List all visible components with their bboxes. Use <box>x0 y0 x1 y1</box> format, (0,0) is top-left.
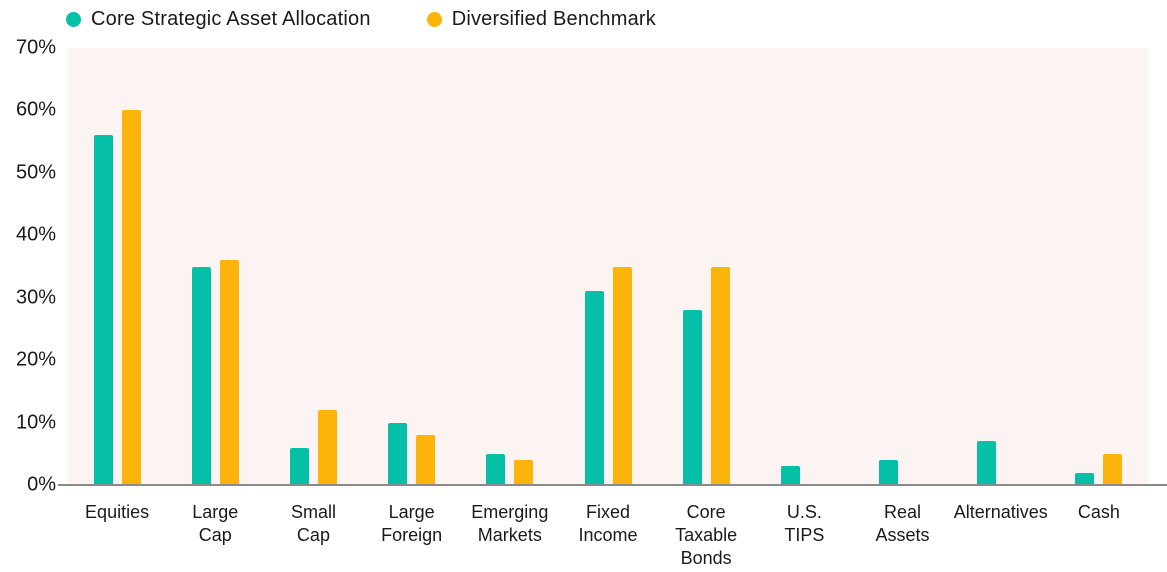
y-tick-label: 20% <box>15 348 56 371</box>
bar-core-strategic-core-taxable-bonds <box>682 310 702 485</box>
bar-core-strategic-cash <box>1075 472 1095 485</box>
legend-dot-icon-core-strategic <box>66 11 81 27</box>
y-tick-label: 30% <box>15 286 56 309</box>
x-axis-label-u-s-tips: U.S. TIPS <box>784 502 825 545</box>
bar-core-strategic-fixed-income <box>584 291 604 485</box>
x-axis-label-core-taxable-bonds: Core Taxable Bonds <box>675 502 738 568</box>
x-axis-label-emerging-markets: Emerging Markets <box>471 502 549 545</box>
x-axis-label-large-cap: Large Cap <box>192 502 239 545</box>
y-tick-label: 50% <box>15 161 56 184</box>
y-tick-label: 60% <box>15 98 56 121</box>
y-tick-label: 0% <box>27 473 56 496</box>
legend-label-diversified-benchmark: Diversified Benchmark <box>451 7 656 30</box>
bar-core-strategic-emerging-markets <box>486 453 506 485</box>
bar-benchmark-large-cap <box>219 260 239 485</box>
bar-benchmark-small-cap <box>317 410 337 485</box>
legend-item-diversified-benchmark: Diversified Benchmark <box>426 7 656 31</box>
plot-area <box>68 48 1148 485</box>
bar-benchmark-equities <box>121 110 141 485</box>
bar-benchmark-cash <box>1103 453 1123 485</box>
legend-item-core-strategic: Core Strategic Asset Allocation <box>66 8 371 31</box>
chart-legend: Core Strategic Asset Allocation Diversif… <box>66 5 656 33</box>
x-axis-label-real-assets: Real Assets <box>875 502 930 545</box>
bar-core-strategic-real-assets <box>879 460 899 485</box>
y-tick-label: 70% <box>15 36 56 59</box>
x-axis-label-small-cap: Small Cap <box>290 502 336 545</box>
y-axis: 0% 10% 20% 30% 40% 50% 60% 70% <box>0 37 60 496</box>
bar-core-strategic-large-cap <box>191 266 211 485</box>
x-axis-label-large-foreign: Large Foreign <box>381 502 443 545</box>
bar-benchmark-fixed-income <box>612 266 632 485</box>
x-axis: Equities Large Cap Small Cap Large Foreign Emer… <box>0 501 1167 572</box>
bar-benchmark-emerging-markets <box>514 460 534 485</box>
x-axis-label-fixed-income: Fixed Income <box>578 502 638 545</box>
bar-core-strategic-equities <box>93 135 113 485</box>
bar-benchmark-core-taxable-bonds <box>710 266 730 485</box>
x-axis-label-equities: Equities <box>85 502 150 522</box>
x-axis-label-cash: Cash <box>1077 502 1120 522</box>
bar-core-strategic-alternatives <box>977 441 997 485</box>
x-axis-line <box>58 484 1167 486</box>
bar-core-strategic-small-cap <box>289 447 309 485</box>
legend-label-core-strategic: Core Strategic Asset Allocation <box>91 7 371 30</box>
bar-core-strategic-u-s-tips <box>780 466 800 485</box>
bar-core-strategic-large-foreign <box>388 422 408 485</box>
bar-benchmark-large-foreign <box>416 435 436 485</box>
legend-dot-icon-diversified-benchmark <box>426 11 442 27</box>
y-tick-label: 10% <box>15 411 56 434</box>
y-tick-label: 40% <box>15 223 56 246</box>
x-axis-label-alternatives: Alternatives <box>953 502 1048 522</box>
